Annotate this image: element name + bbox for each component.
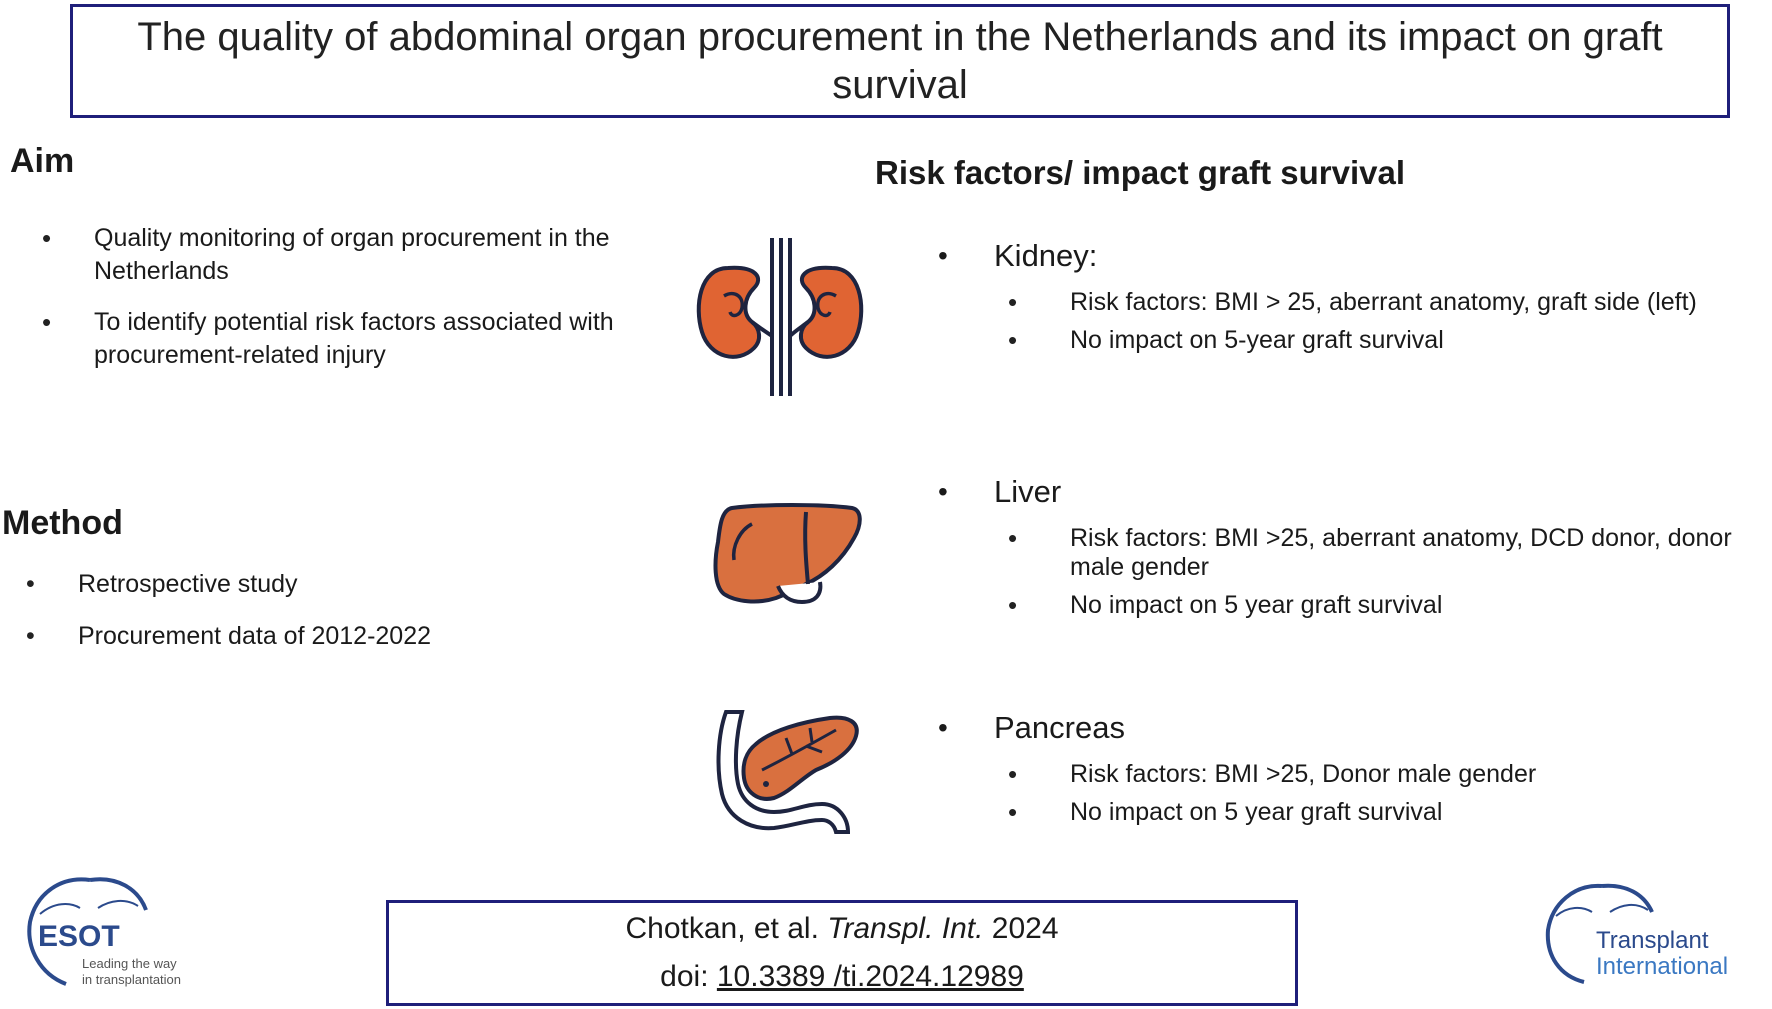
aim-list: Quality monitoring of organ procurement …	[42, 222, 642, 390]
liver-list: Risk factors: BMI >25, aberrant anatomy,…	[1008, 524, 1738, 620]
method-item: Retrospective study	[26, 568, 626, 601]
transplant-international-logo: Transplant International	[1545, 883, 1728, 984]
method-list: Retrospective study Procurement data of …	[26, 568, 626, 672]
citation-year: 2024	[983, 912, 1059, 945]
doi-link[interactable]: 10.3389 /ti.2024.12989	[716, 960, 1024, 993]
kidney-item: Risk factors: BMI > 25, aberrant anatomy…	[1008, 288, 1738, 317]
title-box: The quality of abdominal organ procureme…	[70, 4, 1730, 118]
liver-icon	[713, 503, 862, 605]
citation-line: Chotkan, et al. Transpl. Int. 2024	[389, 905, 1295, 953]
method-item: Procurement data of 2012-2022	[26, 620, 626, 653]
esot-logo-name: ESOT	[38, 920, 120, 953]
pancreas-title: Pancreas	[938, 710, 1738, 746]
citation-journal: Transpl. Int.	[827, 912, 984, 945]
liver-item: Risk factors: BMI >25, aberrant anatomy,…	[1008, 524, 1738, 582]
kidney-title: Kidney:	[938, 238, 1738, 274]
aim-item: To identify potential risk factors assoc…	[42, 306, 642, 372]
esot-logo-tagline-1: Leading the way	[82, 956, 177, 971]
esot-logo-tagline-2: in transplantation	[82, 972, 181, 987]
citation-authors: Chotkan, et al.	[625, 912, 828, 945]
method-heading: Method	[2, 504, 123, 542]
kidney-section: Kidney: Risk factors: BMI > 25, aberrant…	[938, 238, 1738, 364]
doi-label: doi:	[660, 960, 717, 993]
page-title: The quality of abdominal organ procureme…	[137, 15, 1663, 107]
liver-item: No impact on 5 year graft survival	[1008, 591, 1738, 620]
kidney-icon	[696, 238, 864, 396]
liver-title: Liver	[938, 474, 1738, 510]
kidney-list: Risk factors: BMI > 25, aberrant anatomy…	[1008, 288, 1738, 355]
kidney-item: No impact on 5-year graft survival	[1008, 326, 1738, 355]
aim-heading: Aim	[10, 142, 75, 180]
pancreas-item: No impact on 5 year graft survival	[1008, 798, 1738, 827]
doi-line: doi: 10.3389 /ti.2024.12989	[389, 953, 1295, 1001]
aim-item: Quality monitoring of organ procurement …	[42, 222, 642, 288]
pancreas-icon	[716, 710, 859, 834]
liver-section: Liver Risk factors: BMI >25, aberrant an…	[938, 474, 1738, 629]
esot-logo: ESOT Leading the way in transplantation	[27, 877, 181, 987]
ti-logo-line-2: International	[1596, 953, 1728, 980]
risk-heading: Risk factors/ impact graft survival	[875, 154, 1406, 191]
pancreas-item: Risk factors: BMI >25, Donor male gender	[1008, 760, 1738, 789]
pancreas-list: Risk factors: BMI >25, Donor male gender…	[1008, 760, 1738, 827]
citation-box: Chotkan, et al. Transpl. Int. 2024 doi: …	[386, 900, 1298, 1006]
ti-logo-line-1: Transplant	[1596, 927, 1709, 954]
pancreas-section: Pancreas Risk factors: BMI >25, Donor ma…	[938, 710, 1738, 836]
